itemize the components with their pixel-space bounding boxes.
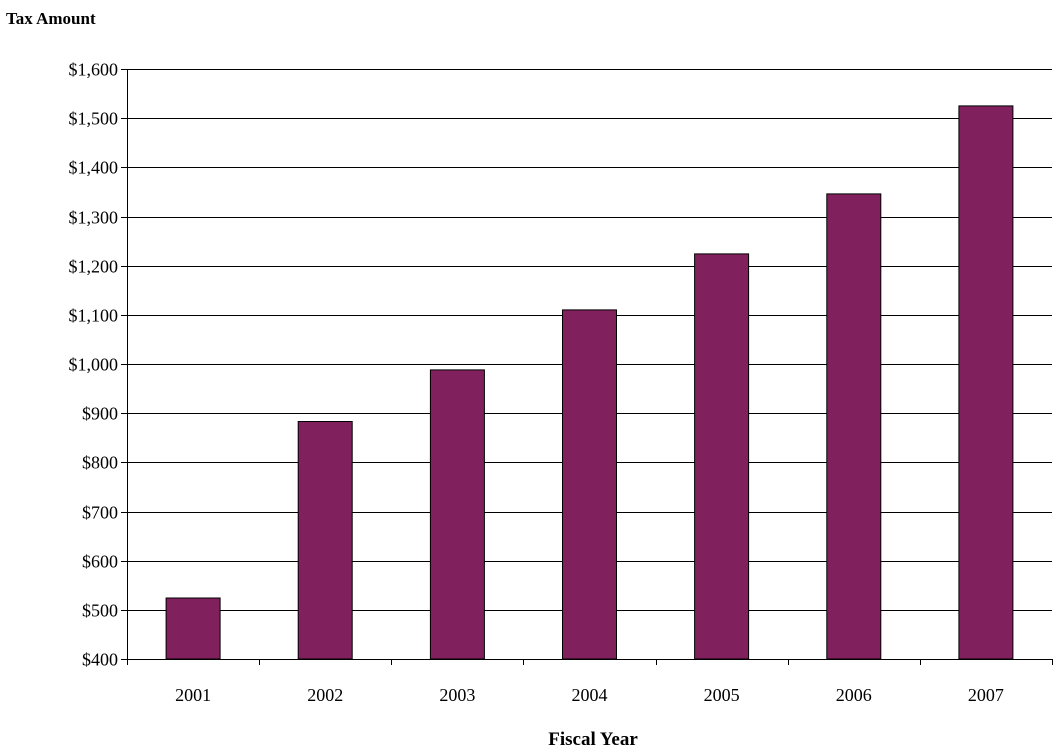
bar-2007 — [958, 105, 1014, 660]
y-axis-title: Tax Amount — [6, 9, 96, 28]
bar-2001 — [165, 597, 221, 660]
y-tick-label: $500 — [82, 601, 118, 621]
y-tick-labels: $400 $500 $600 $700 $800 $900 $1,000 $1,100 $1,2… — [69, 60, 119, 670]
x-tick-label: 2004 — [572, 685, 608, 705]
x-tick-label: 2006 — [836, 685, 872, 705]
y-tick-label: $800 — [82, 453, 118, 473]
y-tick-label: $700 — [82, 503, 118, 523]
x-tick-label: 2007 — [968, 685, 1004, 705]
y-tick-label: $1,100 — [69, 306, 119, 326]
x-tick-label: 2005 — [704, 685, 740, 705]
y-tick-label: $1,600 — [69, 60, 119, 80]
y-tick-label: $900 — [82, 404, 118, 424]
x-axis-title: Fiscal Year — [548, 729, 638, 750]
y-tick-label: $1,500 — [69, 109, 119, 129]
y-tick-label: $1,200 — [69, 257, 119, 277]
x-tick-label: 2003 — [439, 685, 475, 705]
bar-2006 — [826, 193, 882, 660]
y-tick-label: $1,000 — [69, 355, 119, 375]
x-tick-label: 2001 — [175, 685, 211, 705]
y-tick-label: $400 — [82, 650, 118, 670]
bar-2003 — [429, 369, 485, 660]
bars — [165, 105, 1014, 660]
x-tick-labels: 2001 2002 2003 2004 2005 2006 2007 — [175, 685, 1004, 705]
x-tick-label: 2002 — [307, 685, 343, 705]
axes — [121, 69, 1053, 665]
bar-2002 — [297, 421, 353, 660]
y-tick-label: $1,300 — [69, 208, 119, 228]
y-tick-label: $1,400 — [69, 158, 119, 178]
y-tick-label: $600 — [82, 552, 118, 572]
bar-2005 — [694, 253, 750, 660]
bar-2004 — [562, 309, 617, 660]
